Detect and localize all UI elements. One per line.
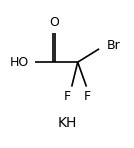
Text: F: F: [84, 90, 91, 103]
Text: HO: HO: [10, 56, 29, 69]
Text: Br: Br: [107, 39, 120, 52]
Text: O: O: [49, 16, 59, 29]
Text: KH: KH: [57, 116, 77, 130]
Text: F: F: [64, 90, 71, 103]
